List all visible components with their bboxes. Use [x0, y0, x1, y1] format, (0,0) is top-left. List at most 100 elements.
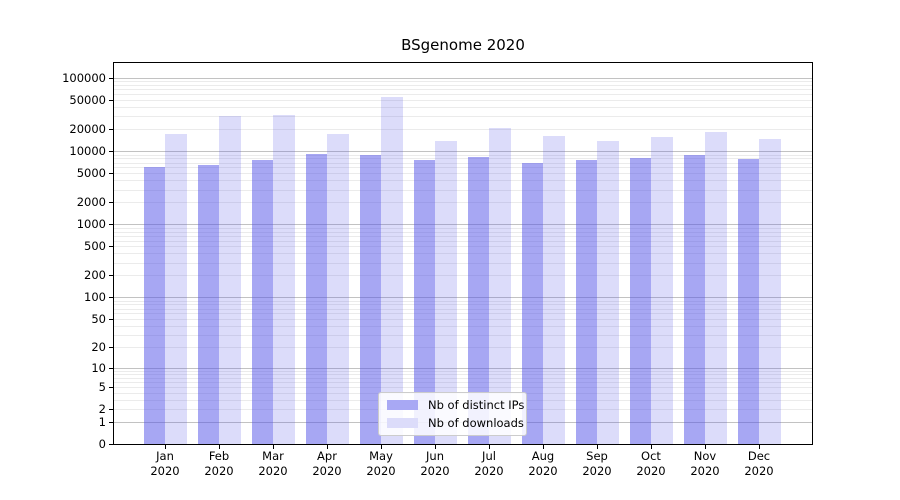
x-tick-aug — [543, 445, 544, 449]
gridline-800 — [114, 231, 812, 233]
gridline-20000 — [114, 129, 812, 131]
y-tick-10000 — [109, 151, 113, 153]
legend-label-distinct-ips: Nb of distinct IPs — [428, 397, 525, 412]
y-tick-100 — [109, 297, 113, 299]
gridline-50000 — [114, 100, 812, 101]
gridline-40 — [114, 325, 812, 327]
bar-downloads-aug — [543, 136, 565, 444]
y-tick-1 — [109, 422, 113, 423]
y-tick-500 — [109, 246, 113, 248]
gridline-10000 — [114, 151, 812, 153]
y-tick-label-500: 500 — [84, 239, 106, 254]
x-tick-jun — [435, 445, 436, 449]
y-tick-label-100: 100 — [84, 290, 106, 305]
x-tick-nov — [705, 445, 706, 449]
y-tick-label-20000: 20000 — [69, 122, 106, 137]
gridline-30000 — [114, 116, 812, 118]
y-tick-1000 — [109, 224, 113, 226]
bar-downloads-jan — [165, 134, 187, 444]
x-tick-jul — [489, 445, 490, 449]
y-tick-2000 — [109, 202, 113, 204]
y-tick-label-10: 10 — [91, 360, 106, 375]
gridline-90000 — [114, 81, 812, 83]
y-tick-200 — [109, 275, 113, 277]
y-tick-2 — [109, 409, 113, 411]
y-tick-label-20: 20 — [91, 340, 106, 355]
x-tick-label-sep: Sep 2020 — [582, 449, 612, 478]
gridline-30 — [114, 334, 812, 336]
gridline-5 — [114, 387, 812, 388]
bar-ips-nov — [683, 154, 705, 444]
x-tick-oct — [651, 445, 652, 449]
gridline-9 — [114, 370, 812, 372]
gridline-2000 — [114, 202, 812, 204]
x-tick-label-oct: Oct 2020 — [636, 449, 666, 478]
legend-label-downloads: Nb of downloads — [428, 415, 524, 430]
gridline-400 — [114, 253, 812, 255]
x-tick-label-mar: Mar 2020 — [258, 449, 288, 478]
gridline-4000 — [114, 180, 812, 182]
gridline-70 — [114, 308, 812, 310]
y-tick-label-5: 5 — [98, 380, 106, 394]
plot-area: 0 1 2 5 10 20 50 100 200 500 1000 2000 5000 10000 2000… — [62, 62, 813, 478]
y-tick-50000 — [109, 100, 113, 101]
bar-downloads-jul — [489, 128, 511, 444]
bar-downloads-mar — [273, 114, 295, 444]
gridline-100000 — [114, 78, 812, 79]
gridline-80 — [114, 304, 812, 306]
legend-item-downloads: Nb of downloads — [387, 415, 526, 430]
y-tick-label-1: 1 — [98, 415, 106, 429]
x-tick-jan — [165, 445, 166, 449]
gridline-100 — [114, 297, 812, 299]
bar-ips-jun — [413, 159, 435, 444]
y-tick-label-5000: 5000 — [76, 166, 106, 181]
x-tick-apr — [327, 445, 328, 449]
y-tick-50 — [109, 319, 113, 320]
x-tick-label-jul: Jul 2020 — [474, 449, 504, 478]
bar-ips-mar — [251, 159, 273, 444]
gridline-8000 — [114, 158, 812, 160]
x-tick-label-jun: Jun 2020 — [420, 449, 450, 478]
gridline-600 — [114, 240, 812, 242]
legend-item-distinct-ips: Nb of distinct IPs — [387, 397, 526, 412]
y-tick-label-2: 2 — [98, 402, 106, 417]
gridline-10 — [114, 367, 812, 369]
gridline-200 — [114, 275, 812, 277]
y-tick-label-100000: 100000 — [62, 71, 106, 85]
gridline-9000 — [114, 154, 812, 156]
x-tick-label-nov: Nov 2020 — [690, 449, 720, 478]
gridline-20 — [114, 347, 812, 349]
gridline-5000 — [114, 173, 812, 175]
bar-ips-oct — [629, 158, 651, 444]
y-tick-label-2000: 2000 — [76, 195, 106, 210]
gridline-50 — [114, 319, 812, 320]
y-tick-label-50: 50 — [91, 312, 106, 326]
y-tick-label-10000: 10000 — [69, 144, 106, 159]
bar-downloads-dec — [759, 139, 781, 444]
gridline-60 — [114, 313, 812, 315]
gridline-7000 — [114, 162, 812, 164]
y-tick-label-50000: 50000 — [69, 93, 106, 107]
y-tick-20 — [109, 347, 113, 349]
gridline-500 — [114, 246, 812, 248]
bar-ips-sep — [575, 159, 597, 444]
gridline-90 — [114, 300, 812, 302]
gridline-1000 — [114, 224, 812, 226]
bar-ips-aug — [521, 162, 543, 444]
bar-ips-apr — [305, 153, 327, 444]
y-tick-5000 — [109, 173, 113, 175]
legend: Nb of distinct IPs Nb of downloads — [378, 392, 527, 436]
legend-swatch-distinct-ips — [387, 400, 418, 410]
x-tick-mar — [273, 445, 274, 449]
x-tick-sep — [597, 445, 598, 449]
gridline-300 — [114, 262, 812, 264]
y-tick-0 — [109, 444, 113, 445]
bar-ips-dec — [737, 159, 759, 444]
y-tick-label-1000: 1000 — [76, 217, 106, 232]
bar-ips-feb — [197, 164, 219, 444]
gridline-700 — [114, 235, 812, 237]
y-tick-5 — [109, 387, 113, 388]
bar-downloads-may — [381, 97, 403, 444]
bar-downloads-sep — [597, 141, 619, 444]
